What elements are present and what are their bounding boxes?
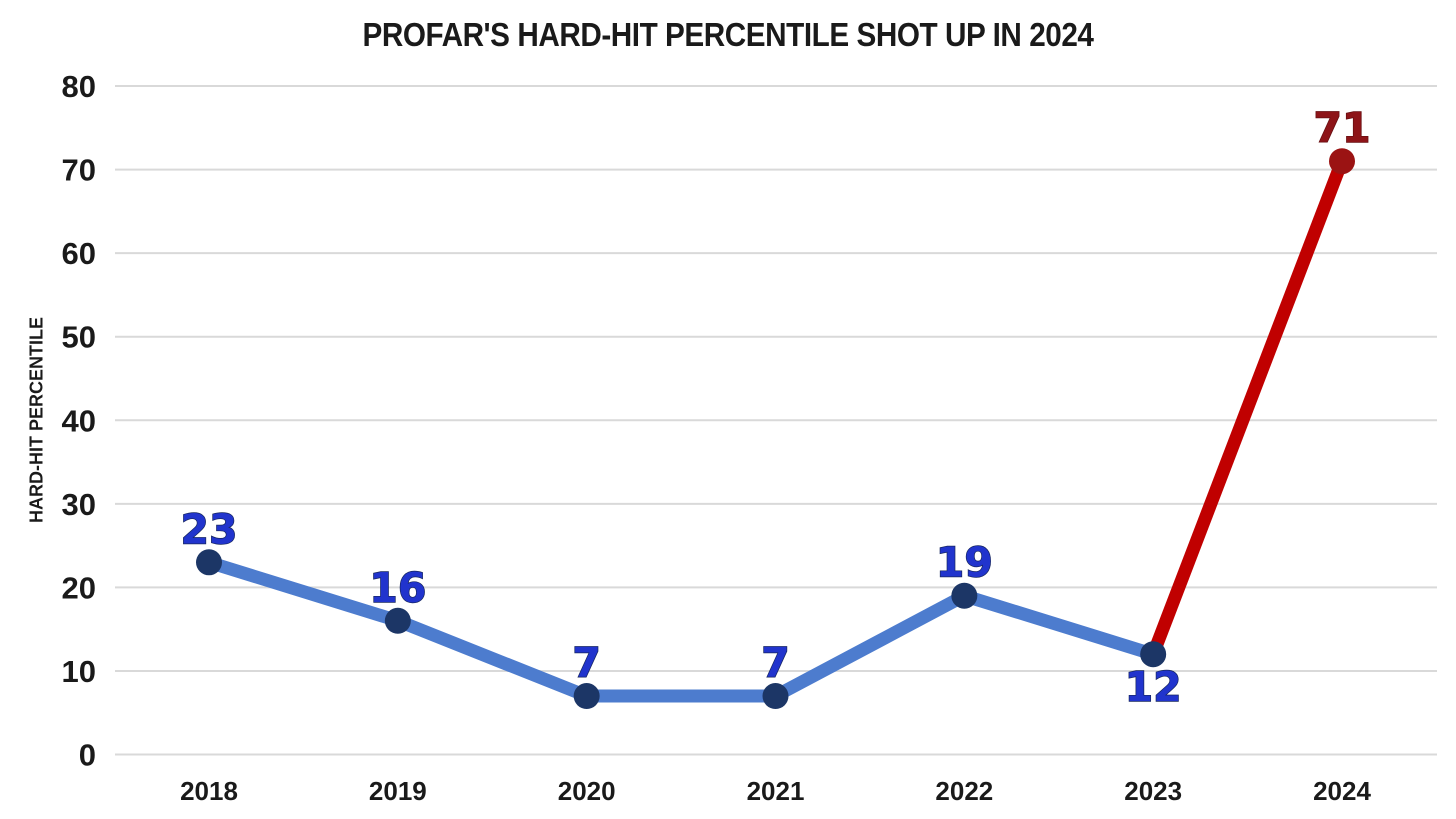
- y-tick-label-0: 0: [79, 738, 96, 773]
- data-point-label-2023: 12: [1125, 663, 1182, 711]
- x-tick-label-2018: 2018: [180, 776, 238, 806]
- data-point-marker-2024: [1329, 148, 1355, 175]
- series-line-4d7cce: [207, 556, 1156, 703]
- y-tick-label-30: 30: [62, 487, 96, 522]
- y-tick-label-70: 70: [62, 153, 96, 188]
- data-point-marker-2023: [1140, 641, 1167, 668]
- x-tick-label-2023: 2023: [1124, 776, 1182, 806]
- y-tick-label-80: 80: [62, 69, 96, 104]
- data-point-marker-2020: [573, 683, 600, 710]
- data-point-marker-2022: [951, 582, 978, 609]
- data-point-label-2020: 7: [572, 639, 601, 687]
- data-point-marker-2021: [762, 683, 789, 710]
- y-tick-label-60: 60: [62, 236, 96, 271]
- data-point-marker-2019: [384, 607, 411, 634]
- series-line-c00000: [1147, 158, 1349, 657]
- data-point-label-2021: 7: [761, 639, 790, 687]
- x-tick-label-2020: 2020: [558, 776, 616, 806]
- x-tick-label-2019: 2019: [369, 776, 427, 806]
- data-point-label-2018: 23: [180, 505, 237, 553]
- data-point-label-2019: 16: [369, 564, 426, 612]
- x-tick-label-2024: 2024: [1313, 776, 1371, 806]
- data-point-marker-2018: [196, 549, 222, 576]
- chart-title: PROFAR'S HARD-HIT PERCENTILE SHOT UP IN …: [362, 16, 1094, 53]
- data-point-label-2022: 19: [936, 539, 993, 587]
- x-tick-label-2021: 2021: [747, 776, 805, 806]
- x-tick-label-2022: 2022: [935, 776, 993, 806]
- y-tick-label-10: 10: [62, 654, 96, 689]
- data-point-label-2024: 71: [1313, 104, 1370, 152]
- y-tick-label-50: 50: [62, 320, 96, 355]
- y-tick-label-20: 20: [62, 570, 96, 605]
- y-tick-label-40: 40: [62, 403, 96, 438]
